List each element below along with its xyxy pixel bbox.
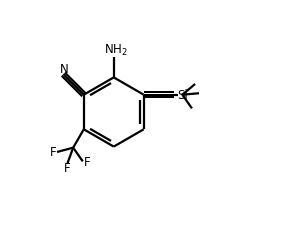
Text: F: F xyxy=(84,155,90,168)
Text: Si: Si xyxy=(177,89,188,102)
Text: N: N xyxy=(60,63,68,76)
Text: NH$_2$: NH$_2$ xyxy=(104,43,128,58)
Text: F: F xyxy=(64,161,71,174)
Text: F: F xyxy=(50,146,56,159)
